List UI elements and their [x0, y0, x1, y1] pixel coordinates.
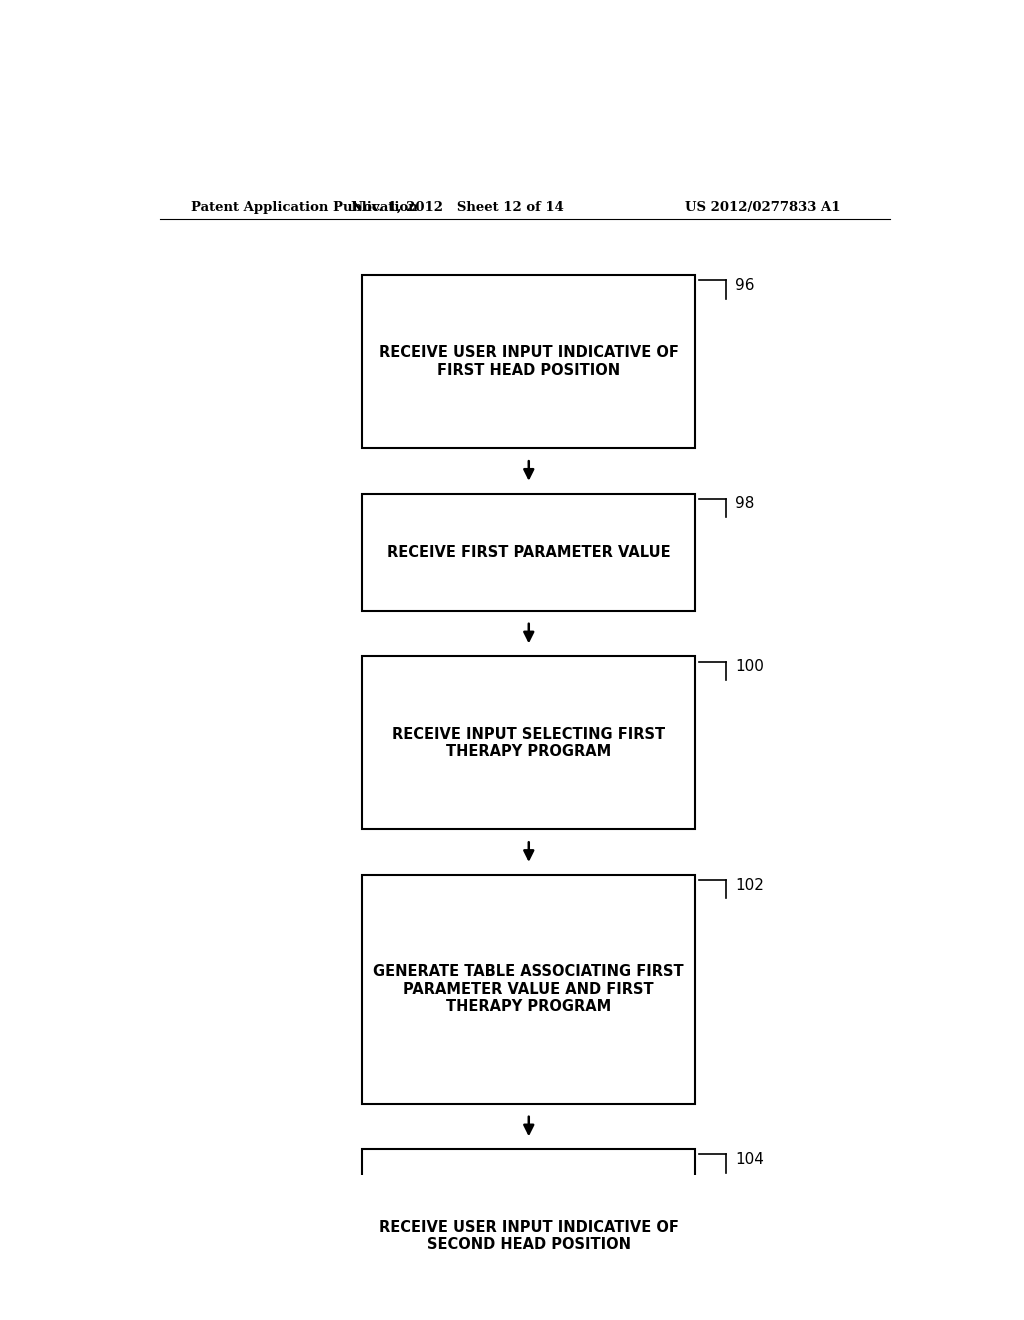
Text: RECEIVE INPUT SELECTING FIRST
THERAPY PROGRAM: RECEIVE INPUT SELECTING FIRST THERAPY PR… [392, 726, 666, 759]
Bar [362, 656, 695, 829]
Text: US 2012/0277833 A1: US 2012/0277833 A1 [685, 201, 841, 214]
Bar [362, 875, 695, 1104]
Text: GENERATE TABLE ASSOCIATING FIRST
PARAMETER VALUE AND FIRST
THERAPY PROGRAM: GENERATE TABLE ASSOCIATING FIRST PARAMET… [374, 965, 684, 1014]
Text: RECEIVE FIRST PARAMETER VALUE: RECEIVE FIRST PARAMETER VALUE [387, 545, 671, 560]
Text: 104: 104 [735, 1152, 764, 1167]
Text: 96: 96 [735, 279, 755, 293]
Bar [362, 494, 695, 611]
Bar [362, 276, 695, 447]
Bar [362, 1150, 695, 1320]
Text: Patent Application Publication: Patent Application Publication [191, 201, 418, 214]
Text: 98: 98 [735, 496, 755, 511]
Text: 102: 102 [735, 878, 764, 892]
Text: 100: 100 [735, 659, 764, 675]
Text: RECEIVE USER INPUT INDICATIVE OF
FIRST HEAD POSITION: RECEIVE USER INPUT INDICATIVE OF FIRST H… [379, 346, 679, 378]
Text: RECEIVE USER INPUT INDICATIVE OF
SECOND HEAD POSITION: RECEIVE USER INPUT INDICATIVE OF SECOND … [379, 1220, 679, 1251]
Text: Nov. 1, 2012   Sheet 12 of 14: Nov. 1, 2012 Sheet 12 of 14 [351, 201, 564, 214]
